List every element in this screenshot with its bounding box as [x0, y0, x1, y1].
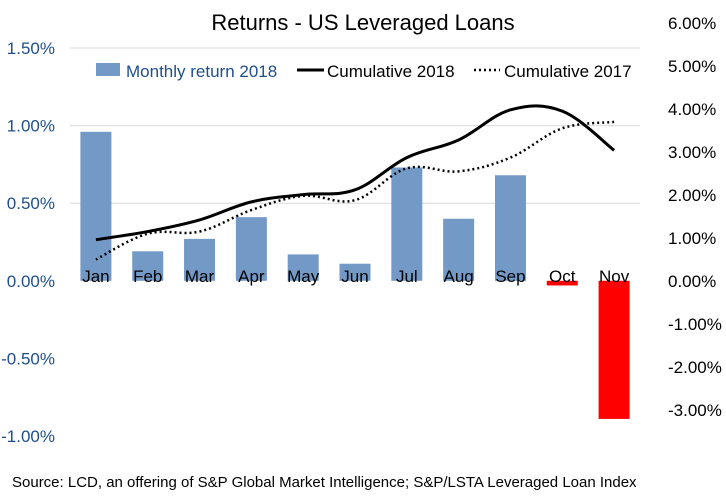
- category-label: Mar: [185, 267, 215, 286]
- bar-oct: [546, 280, 578, 286]
- left-axis-tick-label: -0.50%: [1, 349, 55, 368]
- bars: [80, 131, 630, 419]
- category-label: Aug: [444, 267, 474, 286]
- left-axis-tick-label: 0.00%: [7, 272, 55, 291]
- legend: Monthly return 2018 Cumulative 2018 Cumu…: [96, 62, 632, 81]
- category-label: Jun: [341, 267, 368, 286]
- right-axis-tick-label: 3.00%: [668, 143, 716, 162]
- category-label: Jan: [82, 267, 109, 286]
- category-label: Jul: [396, 267, 418, 286]
- bar-mar: [184, 238, 216, 281]
- lines: [95, 104, 616, 261]
- right-axis-tick-label: 1.00%: [668, 229, 716, 248]
- right-axis-tick-label: -1.00%: [668, 315, 722, 334]
- bar-nov: [598, 280, 630, 419]
- source-note: Source: LCD, an offering of S&P Global M…: [12, 474, 637, 491]
- right-axis-tick-label: 0.00%: [668, 272, 716, 291]
- left-axis-tick-label: 1.00%: [7, 117, 55, 136]
- line-cumulative-2018: [95, 104, 616, 242]
- right-axis-tick-label: 4.00%: [668, 100, 716, 119]
- left-axis-tick-label: 1.50%: [7, 39, 55, 58]
- left-axis-tick-label: 0.50%: [7, 194, 55, 213]
- bar-jun: [339, 263, 371, 281]
- category-label: May: [287, 267, 320, 286]
- category-label: Nov: [599, 267, 630, 286]
- right-axis-tick-label: 6.00%: [668, 14, 716, 33]
- category-labels: Jan Feb Mar Apr May Jun Jul Aug Sep Oct Nov: [82, 267, 630, 286]
- right-axis-tick-label: 2.00%: [668, 186, 716, 205]
- right-axis-tick-label: 5.00%: [668, 57, 716, 76]
- category-label: Sep: [495, 267, 525, 286]
- line-cumulative-2017: [95, 120, 615, 261]
- bar-jul: [391, 167, 423, 281]
- legend-label-cumulative-2018: Cumulative 2018: [327, 62, 455, 81]
- legend-swatch-monthly: [96, 63, 120, 76]
- category-label: Apr: [238, 267, 265, 286]
- left-axis-tick-label: -1.00%: [1, 427, 55, 446]
- right-axis-tick-label: -2.00%: [668, 358, 722, 377]
- bar-feb: [132, 251, 164, 281]
- bar-may: [287, 254, 319, 281]
- chart-title: Returns - US Leveraged Loans: [211, 10, 514, 35]
- right-axis-tick-label: -3.00%: [668, 401, 722, 420]
- grid: [70, 47, 640, 204]
- bar-aug: [443, 218, 475, 281]
- legend-label-cumulative-2017: Cumulative 2017: [504, 62, 632, 81]
- category-label: Feb: [133, 267, 162, 286]
- bar-sep: [494, 175, 526, 281]
- bar-jan: [80, 131, 112, 281]
- category-label: Oct: [549, 267, 576, 286]
- bar-apr: [235, 217, 267, 281]
- left-axis-ticks: -1.00% -0.50% 0.00% 0.50% 1.00% 1.50%: [1, 39, 55, 446]
- legend-label-monthly: Monthly return 2018: [126, 62, 277, 81]
- right-axis-ticks: -3.00% -2.00% -1.00% 0.00% 1.00% 2.00% 3.00% 4.…: [668, 14, 722, 420]
